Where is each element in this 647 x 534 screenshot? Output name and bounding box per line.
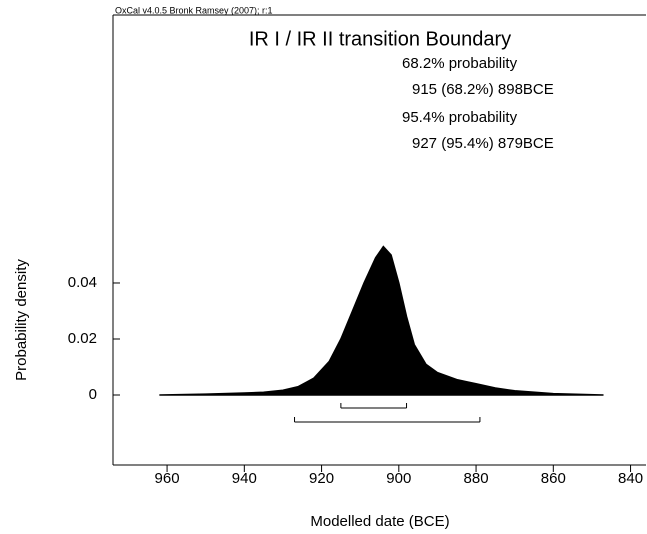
x-tick-label: 860: [541, 470, 566, 487]
x-tick-label: 940: [232, 470, 257, 487]
x-tick-label: 840: [618, 470, 643, 487]
x-tick-label: 880: [464, 470, 489, 487]
y-tick-label: 0: [89, 386, 97, 403]
annotation: 68.2% probability: [402, 55, 518, 72]
x-axis-label: Modelled date (BCE): [310, 513, 449, 530]
range-bar: [294, 416, 481, 423]
annotation: 915 (68.2%) 898BCE: [412, 81, 554, 98]
annotation: 95.4% probability: [402, 109, 518, 126]
density-area: [159, 245, 604, 396]
chart-title: IR I / IR II transition Boundary: [249, 28, 511, 50]
x-tick-label: 960: [155, 470, 180, 487]
range-bar: [340, 402, 408, 409]
y-tick-label: 0.04: [68, 274, 97, 291]
y-axis-label: Probability density: [13, 259, 30, 381]
x-tick-label: 900: [386, 470, 411, 487]
header: OxCal v4.0.5 Bronk Ramsey (2007); r:1: [115, 5, 273, 15]
y-tick-label: 0.02: [68, 330, 97, 347]
annotation: 927 (95.4%) 879BCE: [412, 135, 554, 152]
x-tick-label: 920: [309, 470, 334, 487]
